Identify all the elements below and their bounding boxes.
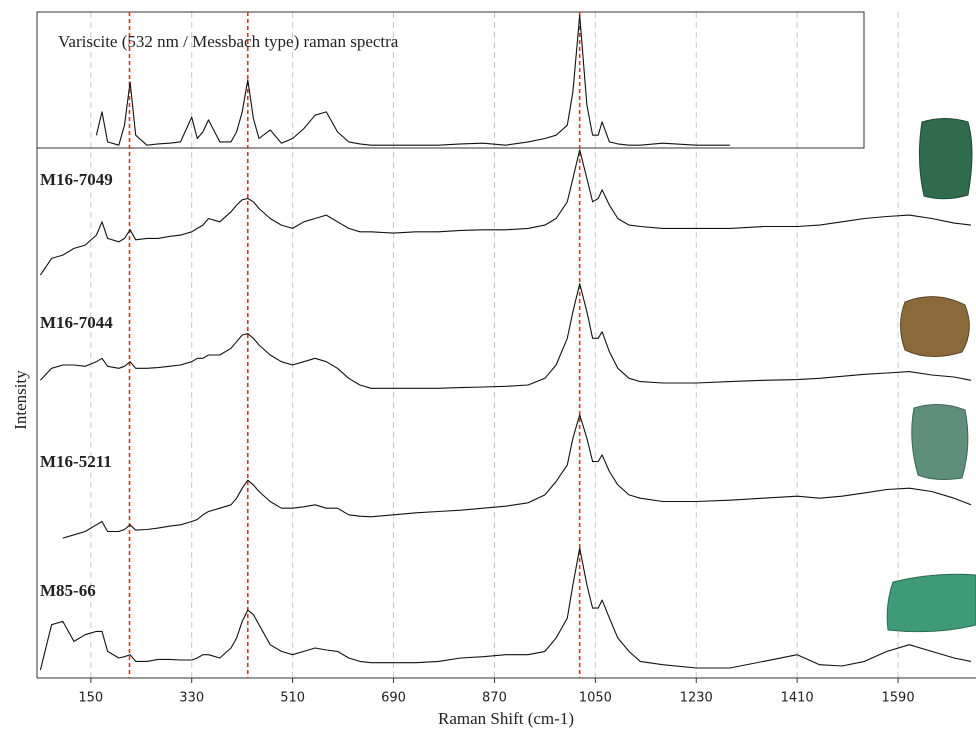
- spectrum-line: [95, 14, 730, 146]
- series-label: M16-5211: [40, 452, 112, 471]
- y-axis-label: Intensity: [11, 370, 30, 430]
- series-label: M16-7044: [40, 313, 113, 332]
- x-tick-label: 1230: [680, 691, 713, 706]
- x-tick-label: 330: [179, 691, 204, 706]
- x-tick-label: 690: [381, 691, 406, 706]
- series-label: Variscite (532 nm / Messbach type) raman…: [58, 32, 399, 51]
- x-tick-label: 1410: [781, 691, 814, 706]
- spectrum-line: [62, 414, 972, 539]
- x-tick-label: 150: [78, 691, 103, 706]
- series-label: M85-66: [40, 581, 96, 600]
- x-axis-label: Raman Shift (cm-1): [438, 709, 574, 728]
- spectrum-line: [39, 283, 972, 389]
- photo-m16-7049: [918, 118, 973, 200]
- x-tick-label: 1590: [882, 691, 915, 706]
- photo-m16-5211: [911, 404, 969, 480]
- sample-photos: [886, 118, 976, 633]
- x-tick-label: 870: [482, 691, 507, 706]
- x-tick-label: 1050: [579, 691, 612, 706]
- photo-m16-7044: [900, 296, 970, 357]
- x-tick-label: 510: [280, 691, 305, 706]
- spectrum-line: [39, 149, 972, 276]
- photo-m85-66: [886, 573, 976, 633]
- series-label: M16-7049: [40, 170, 113, 189]
- plot-layer: 150 330 510 690 870 1050 1230 1410 1590 Variscite…: [39, 12, 972, 706]
- spectrum-line: [39, 547, 972, 671]
